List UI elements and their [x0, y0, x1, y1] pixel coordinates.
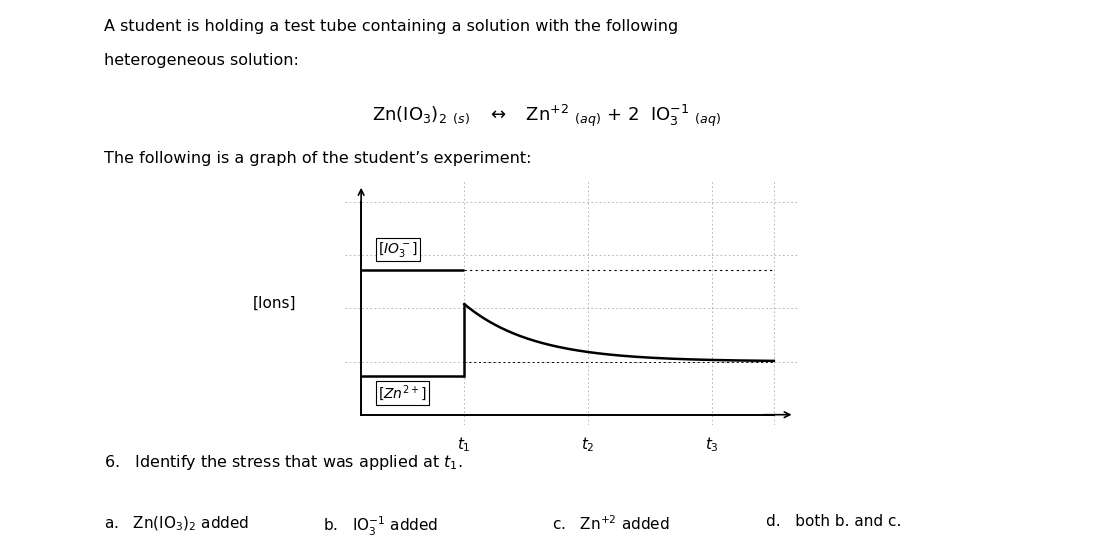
- Text: 6.   Identify the stress that was applied at $t_1$.: 6. Identify the stress that was applied …: [104, 453, 463, 472]
- Text: The following is a graph of the student’s experiment:: The following is a graph of the student’…: [104, 151, 532, 166]
- Text: $[IO_3^-]$: $[IO_3^-]$: [377, 240, 418, 260]
- Text: Zn(IO$_3$)$_2$ $_{(s)}$   $\leftrightarrow$   Zn$^{+2}$ $_{(aq)}$ + 2  IO$_3^{-1: Zn(IO$_3$)$_2$ $_{(s)}$ $\leftrightarrow…: [372, 103, 722, 129]
- Text: $t_3$: $t_3$: [705, 435, 719, 454]
- Text: a.   Zn(IO$_3$)$_2$ added: a. Zn(IO$_3$)$_2$ added: [104, 514, 249, 533]
- Text: b.   IO$_3^{-1}$ added: b. IO$_3^{-1}$ added: [323, 514, 438, 538]
- Text: heterogeneous solution:: heterogeneous solution:: [104, 53, 299, 68]
- Text: c.   Zn$^{+2}$ added: c. Zn$^{+2}$ added: [552, 514, 670, 533]
- Text: $t_2$: $t_2$: [581, 435, 595, 454]
- Text: $t_1$: $t_1$: [457, 435, 472, 454]
- Text: A student is holding a test tube containing a solution with the following: A student is holding a test tube contain…: [104, 19, 678, 34]
- Text: [Ions]: [Ions]: [253, 296, 296, 310]
- Text: d.   both b. and c.: d. both b. and c.: [766, 514, 901, 529]
- Text: $[Zn^{2+}]$: $[Zn^{2+}]$: [377, 383, 427, 403]
